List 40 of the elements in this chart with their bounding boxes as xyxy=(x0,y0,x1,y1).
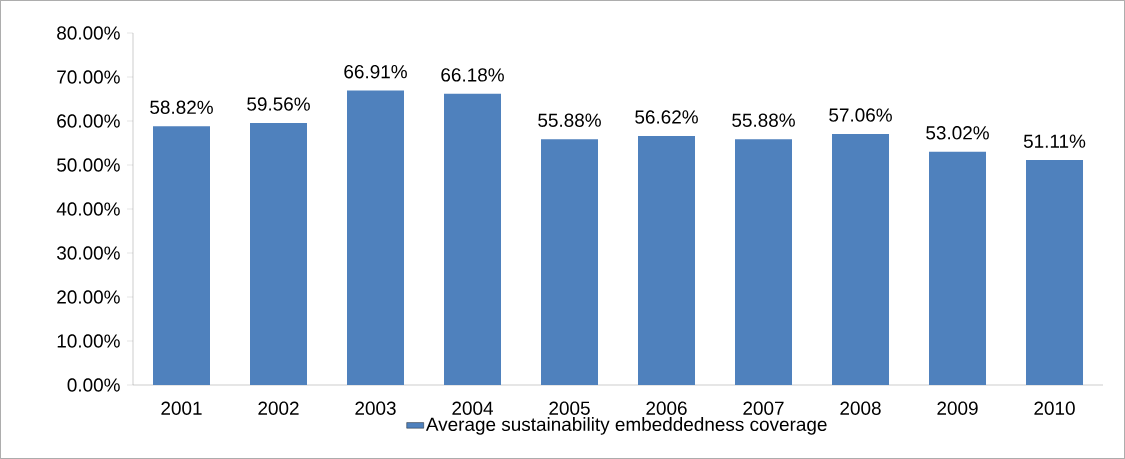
data-label: 58.82% xyxy=(150,100,213,114)
data-label: 51.11% xyxy=(1023,134,1086,148)
data-label: 57.06% xyxy=(829,108,892,122)
x-tick-label: 2009 xyxy=(937,401,978,415)
bar xyxy=(347,90,404,385)
bar xyxy=(832,133,890,385)
x-tick-label: 2004 xyxy=(452,401,493,415)
data-label: 66.18% xyxy=(441,68,504,82)
y-tick-label: 50.00% xyxy=(57,158,120,172)
bar xyxy=(250,122,307,385)
bar xyxy=(735,139,792,385)
x-tick-label: 2006 xyxy=(646,401,687,415)
x-tick-label: 2002 xyxy=(258,401,299,415)
data-label: 55.88% xyxy=(538,113,601,127)
x-tick-label: 2007 xyxy=(743,401,784,415)
y-tick-label: 10.00% xyxy=(57,334,120,348)
bar xyxy=(638,135,695,385)
data-label: 55.88% xyxy=(732,113,795,127)
data-label: 59.56% xyxy=(247,97,310,111)
y-tick-label: 30.00% xyxy=(57,246,120,260)
y-tick-label: 60.00% xyxy=(57,114,120,128)
bar xyxy=(444,93,501,385)
y-tick-label: 40.00% xyxy=(56,202,120,216)
x-tick-label: 2010 xyxy=(1034,401,1075,415)
bar xyxy=(1026,160,1084,385)
x-tick-label: 2005 xyxy=(549,401,590,415)
y-tick-label: 0.00% xyxy=(67,378,120,392)
bar xyxy=(541,139,598,385)
y-tick-label: 20.00% xyxy=(57,290,120,304)
legend-label: Average sustainability embeddedness coverage xyxy=(425,417,827,435)
data-label: 53.02% xyxy=(926,126,989,140)
bar xyxy=(153,126,210,385)
y-tick-label: 80.00% xyxy=(57,26,120,40)
bar xyxy=(929,151,987,385)
x-tick-label: 2008 xyxy=(840,401,881,415)
data-label: 66.91% xyxy=(344,65,407,79)
x-tick-label: 2001 xyxy=(161,401,202,415)
data-label: 56.62% xyxy=(635,110,698,124)
y-tick-label: 70.00% xyxy=(57,70,120,84)
x-tick-label: 2003 xyxy=(355,401,396,415)
